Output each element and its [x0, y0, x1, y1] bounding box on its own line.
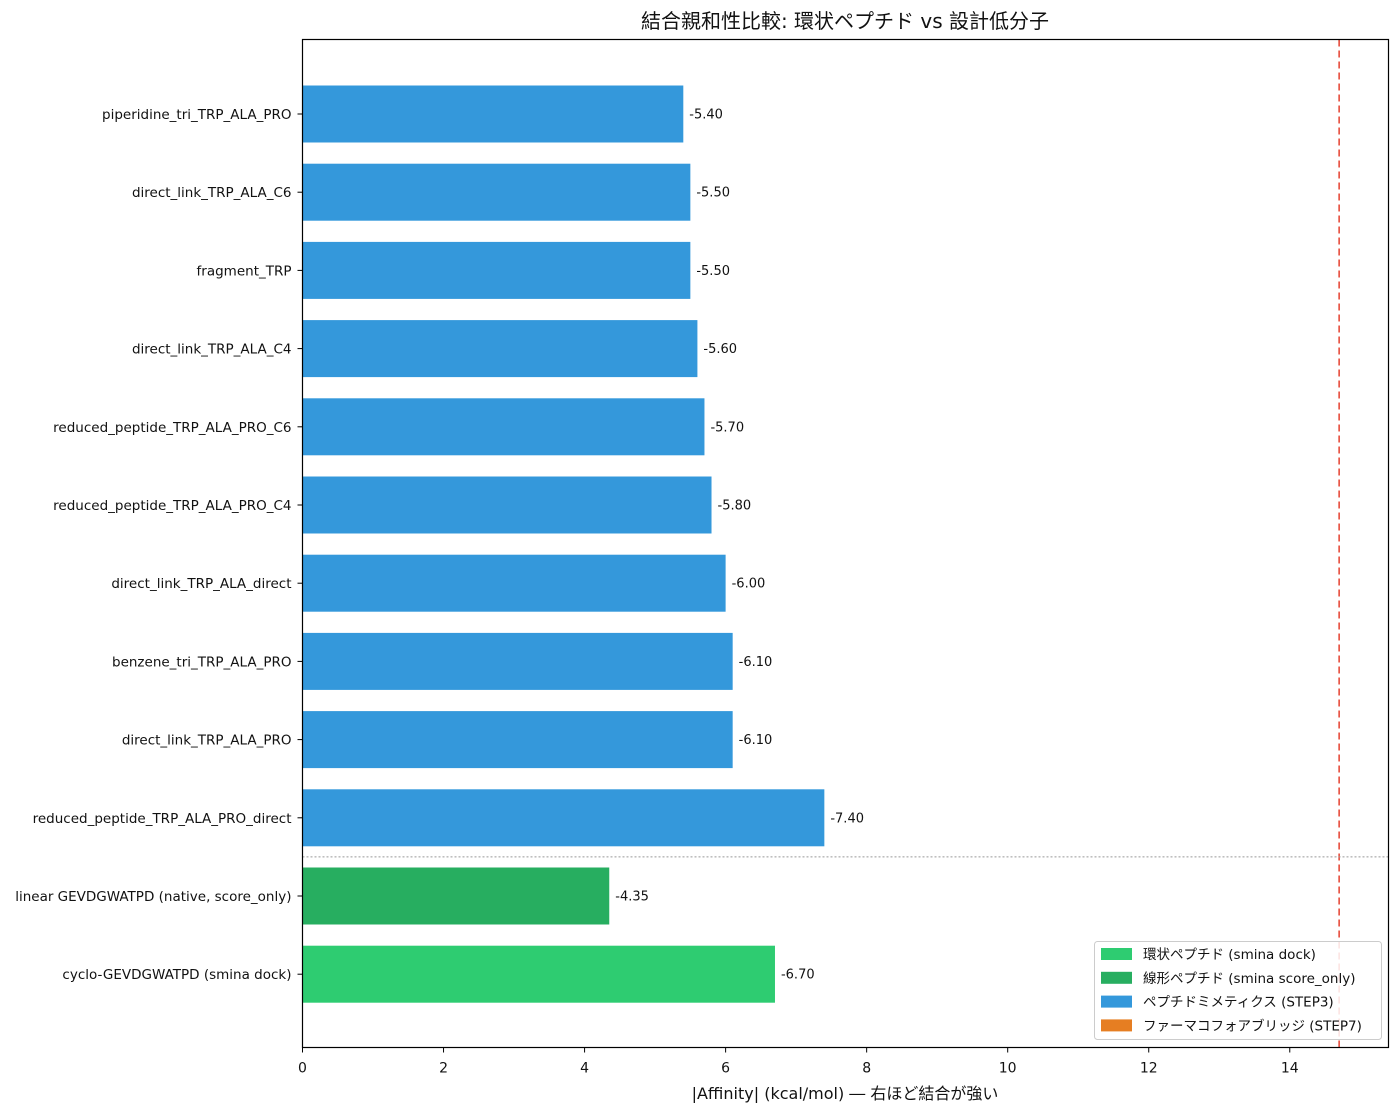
bar-value-label: -5.70: [710, 420, 744, 435]
legend-label: 線形ペプチド (smina score_only): [1143, 971, 1355, 987]
bar-value-label: -4.35: [615, 890, 649, 905]
y-axis-categories: piperidine_tri_TRP_ALA_PRO direct_link_TR…: [15, 107, 303, 983]
bar: [302, 945, 775, 1003]
bar-value-label: -5.50: [696, 264, 730, 279]
x-tick-label: 0: [298, 1061, 307, 1077]
bar-value-label: -6.10: [739, 733, 773, 748]
bar-value-label: -5.80: [718, 499, 752, 514]
x-tick-label: 14: [1281, 1061, 1299, 1077]
x-axis-ticks: 0 2 4 6 8 10 12 14: [298, 1047, 1299, 1077]
legend-label: 環状ペプチド (smina dock): [1143, 947, 1316, 963]
category-label: direct_link_TRP_ALA_C4: [132, 342, 292, 358]
category-label: direct_link_TRP_ALA_PRO: [122, 733, 292, 749]
bar-value-label: -5.50: [696, 186, 730, 201]
legend-label: ペプチドミメティクス (STEP3): [1143, 995, 1334, 1011]
bar: [302, 554, 726, 612]
category-label: fragment_TRP: [197, 263, 292, 279]
category-label: direct_link_TRP_ALA_direct: [111, 576, 291, 592]
x-tick-label: 12: [1140, 1061, 1158, 1077]
bar-value-label: -5.60: [703, 342, 737, 357]
x-tick-label: 4: [580, 1061, 589, 1077]
x-tick-label: 8: [862, 1061, 871, 1077]
category-label: linear GEVDGWATPD (native, score_only): [15, 889, 291, 905]
legend-box: [1094, 941, 1382, 1040]
bar-value-label: -5.40: [689, 108, 723, 123]
category-label: benzene_tri_TRP_ALA_PRO: [112, 654, 292, 670]
plot-frame: [301, 38, 1390, 1049]
bar: [302, 320, 698, 378]
x-tick-label: 6: [721, 1061, 730, 1077]
x-axis-label: |Affinity| (kcal/mol) ― 右ほど結合が強い: [692, 1084, 999, 1103]
bar-value-label: -6.00: [732, 577, 766, 592]
bar: [302, 476, 712, 534]
legend-swatch: [1101, 948, 1132, 960]
bar: [302, 632, 733, 690]
legend-swatch: [1101, 971, 1132, 984]
bar: [302, 241, 691, 299]
bar-value-label: -6.70: [781, 968, 815, 983]
x-tick-label: 2: [439, 1061, 448, 1077]
legend-swatch: [1101, 995, 1132, 1008]
bar: [302, 398, 705, 456]
bar-value-label: -6.10: [739, 655, 773, 670]
bar: [302, 867, 610, 925]
category-label: cyclo-GEVDGWATPD (smina dock): [62, 967, 291, 983]
category-label: reduced_peptide_TRP_ALA_PRO_C4: [53, 498, 291, 514]
legend-swatch: [1101, 1019, 1132, 1032]
legend-items: 環状ペプチド (smina dock) 線形ペプチド (smina score_o…: [1101, 947, 1362, 1034]
bar-value-label: -7.40: [830, 811, 864, 826]
category-label: piperidine_tri_TRP_ALA_PRO: [102, 107, 292, 123]
bar: [302, 85, 684, 143]
category-label: direct_link_TRP_ALA_C6: [132, 185, 292, 201]
reference-lines: [302, 39, 1389, 1048]
category-label: reduced_peptide_TRP_ALA_PRO_direct: [33, 811, 292, 827]
legend: 環状ペプチド (smina dock) 線形ペプチド (smina score_o…: [1094, 941, 1382, 1040]
bars-layer: -5.40 -5.50 -5.50 -5.60 -5.70 -5.80 -6.00 -6.10…: [302, 85, 864, 1003]
chart-title: 結合親和性比較: 環状ペプチド vs 設計低分子: [641, 9, 1049, 33]
bar: [302, 789, 825, 847]
bar: [302, 163, 691, 221]
category-label: reduced_peptide_TRP_ALA_PRO_C6: [53, 420, 291, 436]
x-tick-label: 10: [999, 1061, 1017, 1077]
bar: [302, 711, 733, 769]
legend-label: ファーマコフォアブリッジ (STEP7): [1143, 1017, 1362, 1034]
